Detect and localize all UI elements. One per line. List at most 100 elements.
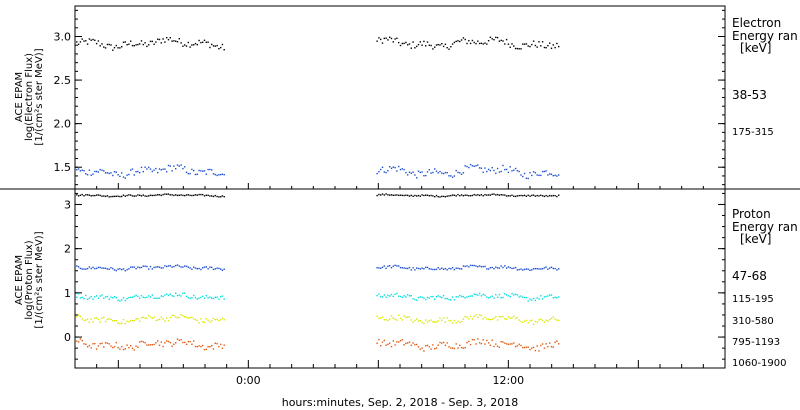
data-point (180, 164, 182, 166)
data-point (399, 168, 402, 171)
data-point (126, 44, 128, 46)
data-point (486, 194, 488, 196)
data-point (437, 295, 439, 297)
data-point (198, 39, 200, 42)
data-point (376, 194, 378, 197)
data-point (523, 194, 526, 197)
data-point (446, 298, 448, 300)
data-point (455, 40, 457, 43)
data-point (110, 267, 112, 269)
data-point (131, 195, 134, 197)
data-point (122, 41, 125, 43)
data-point (220, 46, 222, 49)
data-point (378, 171, 380, 173)
data-point (214, 342, 216, 344)
data-point (83, 268, 85, 270)
data-point (401, 339, 403, 341)
data-point (202, 193, 204, 196)
data-point (122, 318, 125, 321)
data-point (547, 320, 549, 322)
data-point (198, 297, 200, 299)
data-point (396, 265, 398, 267)
y-tick-label: 2 (64, 243, 71, 256)
data-point (509, 46, 511, 48)
data-point (135, 171, 137, 173)
data-point (196, 298, 198, 300)
data-point (187, 297, 189, 299)
data-point (85, 173, 87, 175)
data-point (101, 294, 103, 296)
data-point (419, 171, 421, 174)
data-point (135, 345, 137, 347)
data-point (434, 196, 436, 198)
data-point (205, 173, 207, 175)
data-point (408, 295, 411, 297)
data-point (175, 342, 177, 344)
data-point (140, 195, 143, 197)
y-tick-label: 2.0 (54, 118, 72, 131)
data-point (504, 43, 506, 45)
data-point (153, 297, 155, 299)
data-point (113, 171, 116, 173)
data-point (469, 195, 472, 197)
data-point (164, 342, 166, 344)
data-point (200, 41, 202, 44)
data-point (426, 194, 429, 196)
data-point (460, 346, 463, 349)
data-point (189, 341, 191, 343)
data-point (164, 193, 166, 195)
data-point (442, 317, 445, 319)
data-point (94, 267, 96, 270)
data-point (115, 320, 117, 322)
data-point (435, 194, 438, 197)
data-point (79, 41, 82, 43)
data-point (529, 320, 531, 322)
data-point (437, 172, 439, 174)
data-point (491, 339, 493, 341)
data-point (480, 167, 483, 169)
data-point (124, 299, 126, 302)
data-point (399, 194, 402, 196)
data-point (135, 294, 137, 296)
data-point (484, 194, 486, 196)
data-points (76, 36, 560, 352)
data-point (505, 294, 508, 296)
data-point (124, 348, 126, 350)
data-point (115, 341, 117, 344)
data-point (131, 266, 134, 268)
data-point (496, 319, 499, 321)
data-point (176, 164, 179, 166)
data-point (522, 269, 524, 271)
data-point (432, 268, 434, 271)
data-point (144, 265, 146, 267)
data-point (104, 320, 107, 323)
data-point (162, 168, 164, 170)
data-point (158, 266, 161, 268)
data-point (110, 195, 112, 198)
data-point (216, 44, 218, 47)
data-point (549, 342, 551, 344)
data-point (110, 172, 112, 174)
data-point (214, 173, 216, 176)
data-point (412, 195, 414, 197)
data-point (130, 40, 132, 42)
data-point (193, 318, 195, 320)
data-point (126, 344, 128, 346)
data-point (139, 194, 141, 196)
data-point (92, 38, 94, 41)
data-point (460, 268, 463, 270)
data-point (140, 40, 143, 42)
data-point (540, 268, 542, 270)
data-point (457, 267, 459, 269)
data-point (121, 322, 123, 324)
data-point (437, 43, 439, 46)
data-point (122, 194, 125, 196)
y-tick-label: 1 (64, 287, 71, 300)
data-point (184, 292, 186, 294)
data-point (139, 266, 141, 269)
data-point (387, 194, 389, 196)
data-point (477, 164, 479, 166)
data-point (399, 44, 402, 47)
data-point (453, 347, 456, 350)
data-point (221, 347, 224, 349)
